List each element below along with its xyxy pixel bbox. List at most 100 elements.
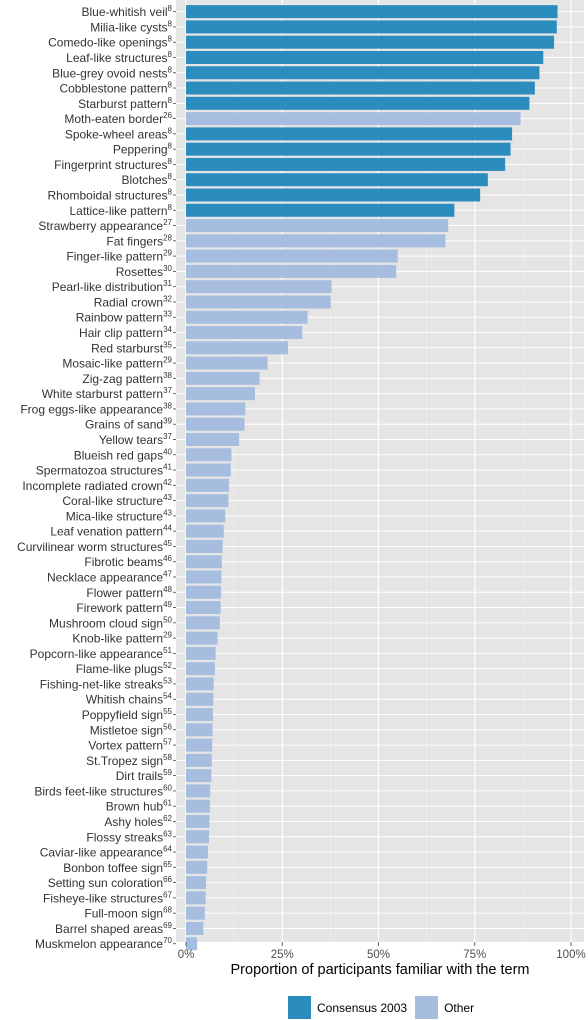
bar [186, 723, 213, 737]
bar [186, 264, 397, 278]
legend: Consensus 2003 Other [288, 996, 482, 1019]
bar [186, 463, 231, 477]
category-label: Flame-like plugs52 [76, 661, 173, 676]
bar [186, 341, 289, 355]
category-label: Mosaic-like pattern29 [62, 356, 172, 371]
category-label: Barrel shaped areas69 [55, 921, 173, 936]
bar [186, 753, 212, 767]
category-label: Strawberry appearance27 [38, 218, 172, 233]
category-label: Fibrotic beams46 [84, 554, 172, 569]
bar [186, 387, 255, 401]
bar [186, 234, 446, 248]
category-label: Hair clip pattern34 [79, 325, 172, 340]
bar [186, 860, 208, 874]
category-label: Mushroom cloud sign50 [49, 615, 173, 630]
category-label: Blue-whitish veil8 [82, 4, 173, 19]
bar [186, 937, 198, 951]
bar [186, 448, 232, 462]
bar [186, 112, 521, 126]
category-label: Knob-like pattern29 [72, 631, 172, 646]
bar [186, 555, 222, 569]
bar [186, 203, 455, 217]
bar [186, 295, 331, 309]
bar [186, 799, 210, 813]
category-label: Leaf-like structures8 [66, 50, 172, 65]
category-label: Flower pattern48 [86, 585, 172, 600]
bar [186, 127, 513, 141]
category-label: Popcorn-like appearance51 [30, 646, 173, 661]
category-label: Yellow tears37 [99, 432, 173, 447]
category-label: Necklace appearance47 [47, 570, 173, 585]
category-label: Pearl-like distribution31 [52, 279, 173, 294]
x-tick-label: 50% [367, 949, 390, 961]
bar [186, 66, 540, 80]
category-label: Muskmelon appearance70 [35, 936, 173, 951]
category-label: Frog eggs-like appearance38 [20, 401, 172, 416]
bar [186, 157, 506, 171]
bar [186, 876, 207, 890]
bar [186, 310, 308, 324]
bar [186, 173, 488, 187]
x-tick-labels: 0% 25% 50% 75% 100% [178, 942, 586, 961]
category-label: Setting sun coloration66 [48, 875, 173, 890]
category-label: Finger-like pattern29 [66, 249, 172, 264]
bar [186, 692, 214, 706]
category-label: Milia-like cysts8 [90, 19, 172, 34]
x-tick-label: 25% [271, 949, 294, 961]
bars-group [186, 5, 558, 951]
category-label: Birds feet-like structures60 [34, 783, 172, 798]
legend-item-other: Other [415, 996, 474, 1019]
bar [186, 601, 221, 615]
category-label: Full-moon sign68 [84, 906, 172, 921]
category-label: Red starburst35 [91, 340, 172, 355]
bar [186, 5, 558, 19]
category-label: Lattice-like pattern8 [69, 203, 172, 218]
category-label: Peppering8 [113, 142, 173, 157]
bar [186, 142, 511, 156]
category-label: Mistletoe sign56 [90, 722, 173, 737]
x-tick-label: 100% [556, 949, 585, 961]
legend-label-consensus: Consensus 2003 [317, 1000, 408, 1015]
category-label: Firework pattern49 [76, 600, 172, 615]
category-label: Dirt trails59 [116, 768, 173, 783]
category-label: Spermatozoa structures41 [36, 463, 173, 478]
category-label: Fisheye-like structures67 [43, 890, 172, 905]
bar [186, 769, 212, 783]
category-label: Vortex pattern57 [88, 738, 172, 753]
bar [186, 417, 245, 431]
category-label: Ashy holes62 [104, 814, 172, 829]
category-label: Fingerprint structures8 [54, 157, 172, 172]
bar [186, 96, 530, 110]
category-label: Blotches8 [122, 172, 173, 187]
category-label: Curvilinear worm structures45 [17, 539, 172, 554]
category-label: Blueish red gaps40 [74, 447, 173, 462]
x-tick-label: 75% [463, 949, 486, 961]
category-label: Rainbow pattern33 [76, 310, 173, 325]
bar [186, 356, 268, 370]
category-label: Cobblestone pattern8 [59, 81, 172, 96]
bar [186, 646, 216, 660]
bar [186, 371, 260, 385]
bar [186, 814, 210, 828]
legend-swatch-other [415, 996, 439, 1019]
bar [186, 585, 222, 599]
category-label: Whitish chains54 [86, 692, 173, 707]
bar [186, 402, 246, 416]
bar [186, 539, 223, 553]
bar [186, 570, 222, 584]
bar [186, 509, 226, 523]
category-label: White starburst pattern37 [42, 386, 173, 401]
bar [186, 677, 214, 691]
category-label: Starburst pattern8 [78, 96, 172, 111]
bar [186, 249, 398, 263]
category-label: Comedo-like openings8 [48, 35, 172, 50]
category-label: Rhomboidal structures8 [47, 188, 172, 203]
bar [186, 478, 230, 492]
bar [186, 891, 206, 905]
bar [186, 524, 224, 538]
category-label: Zig-zag pattern38 [82, 371, 172, 386]
legend-item-consensus: Consensus 2003 [288, 996, 407, 1019]
category-label: Fishing-net-like streaks53 [40, 676, 173, 691]
